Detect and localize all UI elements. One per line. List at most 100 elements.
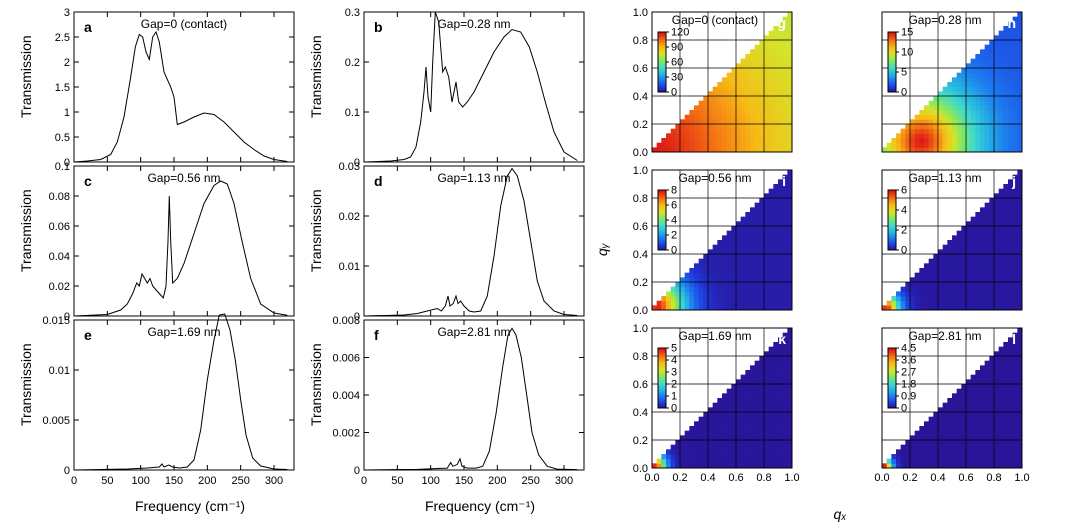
svg-text:0.005: 0.005 [42,415,70,427]
svg-text:0.4: 0.4 [700,472,715,484]
svg-text:50: 50 [101,475,113,487]
svg-text:5: 5 [901,67,907,79]
gap-label-f: Gap=2.81 nm [437,325,510,339]
svg-text:0.01: 0.01 [49,365,70,377]
svg-text:0.006: 0.006 [332,353,360,365]
svg-text:0.04: 0.04 [49,251,70,263]
column-mid: Transmission Transmission Transmission 0… [310,8,590,498]
svg-text:0: 0 [64,465,70,477]
svg-text:6: 6 [671,200,677,212]
trace-f [364,328,577,470]
svg-text:0: 0 [361,475,367,487]
panel-a: 00.511.522.53aGap=0 (contact) [55,8,294,169]
svg-text:2.5: 2.5 [55,32,70,44]
ylabel-mid-top: Transmission [308,35,324,118]
svg-text:0: 0 [671,403,677,415]
svg-text:0.2: 0.2 [345,57,360,69]
panel-j: 0246Gap=1.13 nmj [882,170,1023,311]
ylabel-right: qᵧ [594,243,610,256]
panel-label-k: k [778,331,786,347]
svg-text:1: 1 [64,107,70,119]
svg-text:5: 5 [671,343,677,355]
gap-label-e: Gap=1.69 nm [147,325,220,339]
svg-text:0.8: 0.8 [633,351,648,363]
panel-i: 0.00.20.40.60.81.002468Gap=0.56 nmi [633,165,793,317]
panel-label-g: g [777,15,786,31]
svg-text:250: 250 [231,475,249,487]
svg-text:300: 300 [265,475,283,487]
panel-l: 0.00.20.40.60.81.000.91.82.73.64.5Gap=2.… [874,328,1029,484]
panel-label-h: h [1007,15,1016,31]
svg-text:0.03: 0.03 [339,161,360,173]
gap-label-i: Gap=0.56 nm [678,171,751,185]
svg-text:8: 8 [671,185,677,197]
svg-text:10: 10 [901,47,913,59]
svg-text:0.0: 0.0 [874,472,889,484]
svg-text:150: 150 [455,475,473,487]
panel-label-d: d [374,173,383,189]
svg-text:2: 2 [671,230,677,242]
panel-k: 0.00.20.40.60.81.00.00.20.40.60.81.00123… [633,323,800,484]
svg-text:0.4: 0.4 [633,249,648,261]
panel-label-l: l [1012,331,1016,347]
panel-label-f: f [374,327,379,343]
svg-text:0: 0 [354,465,360,477]
panel-g: 0.00.20.40.60.81.00306090120Gap=0 (conta… [633,8,793,159]
trace-d [364,169,577,317]
svg-text:0.8: 0.8 [633,193,648,205]
panel-b: 00.10.20.3bGap=0.28 nm [345,8,584,169]
svg-text:4.5: 4.5 [901,343,916,355]
gap-label-c: Gap=0.56 nm [147,171,220,185]
svg-text:0.2: 0.2 [672,472,687,484]
gap-label-g: Gap=0 (contact) [672,13,758,27]
svg-text:0.3: 0.3 [345,8,360,19]
svg-text:0: 0 [671,245,677,257]
svg-text:200: 200 [488,475,506,487]
svg-text:0.02: 0.02 [339,211,360,223]
svg-text:4: 4 [671,215,677,227]
svg-text:2: 2 [671,379,677,391]
svg-text:0.2: 0.2 [902,472,917,484]
gap-label-b: Gap=0.28 nm [437,17,510,31]
svg-text:0.0: 0.0 [633,463,648,475]
svg-text:0.0: 0.0 [633,305,648,317]
svg-text:1: 1 [671,391,677,403]
panel-e: 00.0050.010.015050100150200250300eGap=1.… [42,314,294,487]
svg-text:120: 120 [671,27,689,39]
lines-mid-svg: 0 0.1 0.2 0.3 b Gap=0.28 nm 0 0.01 0.02 0.03 d Gap=… [310,8,590,498]
svg-text:0: 0 [901,403,907,415]
svg-text:0.02: 0.02 [49,281,70,293]
svg-text:50: 50 [391,475,403,487]
ylabel-left-top: Transmission [18,35,34,118]
svg-text:2.7: 2.7 [901,367,916,379]
gap-label-d: Gap=1.13 nm [437,171,510,185]
svg-text:0.1: 0.1 [55,161,70,173]
xlabel-mid: Frequency (cm⁻¹) [370,498,590,515]
panel-label-b: b [374,19,383,35]
svg-text:0.06: 0.06 [49,221,70,233]
svg-text:0.2: 0.2 [633,435,648,447]
heatmaps-svg: 0.00.20.40.60.81.00306090120Gap=0 (conta… [600,8,1070,508]
svg-text:30: 30 [671,72,683,84]
gap-label-a: Gap=0 (contact) [141,17,227,31]
gap-label-h: Gap=0.28 nm [908,13,981,27]
svg-text:0.4: 0.4 [633,407,648,419]
svg-text:300: 300 [555,475,573,487]
svg-text:0.2: 0.2 [633,277,648,289]
panel-label-e: e [84,327,92,343]
svg-text:0.8: 0.8 [756,472,771,484]
svg-text:0.1: 0.1 [345,107,360,119]
svg-text:0.008: 0.008 [332,315,360,327]
svg-text:0.08: 0.08 [49,191,70,203]
svg-text:0.4: 0.4 [633,91,648,103]
panel-c: 00.020.040.060.080.1cGap=0.56 nm [49,161,294,323]
svg-text:0.6: 0.6 [958,472,973,484]
svg-text:4: 4 [671,355,677,367]
svg-text:200: 200 [198,475,216,487]
svg-text:60: 60 [671,57,683,69]
trace-a [74,32,287,162]
svg-text:0.4: 0.4 [930,472,945,484]
svg-text:100: 100 [421,475,439,487]
ylabel-left-mid: Transmission [18,189,34,272]
svg-text:0.01: 0.01 [339,261,360,273]
